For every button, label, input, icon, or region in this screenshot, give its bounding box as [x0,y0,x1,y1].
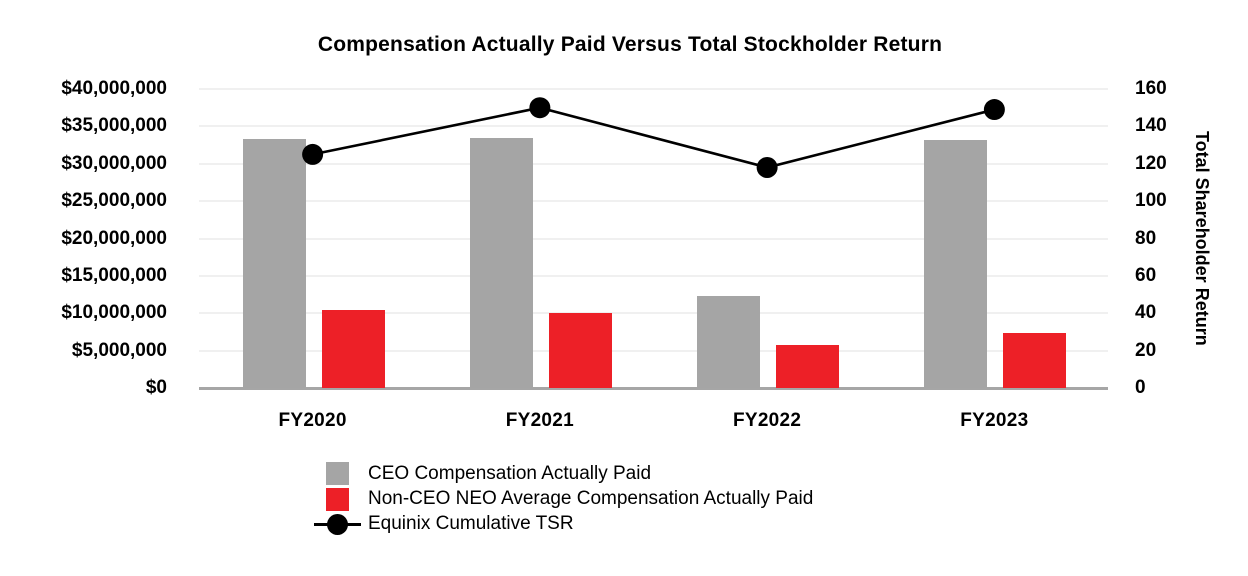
bar-ceo-cap [242,139,306,388]
left-axis-tick-label: $20,000,000 [61,227,167,249]
legend-row: Non-CEO NEO Average Compensation Actuall… [306,486,813,511]
tsr-line [312,106,995,169]
gridline [199,88,1108,90]
left-axis-tick-label: $40,000,000 [61,78,167,99]
left-axis-tick-label: $35,000,000 [61,115,167,137]
right-axis-tick-label: 60 [1135,264,1157,286]
gridline [199,312,1108,315]
left-axis-tick-label: $10,000,000 [61,302,167,324]
legend-row: Equinix Cumulative TSR [306,512,813,537]
right-axis-tick-label: 40 [1135,302,1157,324]
bar-ceo-cap [469,137,533,388]
right-axis-tick-label: 160 [1135,78,1167,99]
right-axis-tick-label: 20 [1135,339,1157,361]
bar-neo-cap [776,345,840,388]
left-axis-tick-label: $5,000,000 [71,339,167,361]
bar-ceo-cap [697,296,761,388]
right-axis-tick-label: 100 [1135,190,1167,212]
left-axis-tick-label: $0 [145,377,167,398]
legend-series-label: CEO Compensation Actually Paid [368,462,652,484]
legend-swatch-marker [306,462,368,486]
right-axis-tick-label: 0 [1135,377,1146,398]
bar-neo-cap [548,312,612,388]
tsr-data-point [529,97,551,119]
legend-line-marker [306,513,368,535]
x-axis-category-label: FY2022 [732,410,802,431]
legend-color-swatch [325,462,349,486]
legend-row: CEO Compensation Actually Paid [306,461,813,486]
x-axis-category-label: FY2020 [278,410,347,431]
legend-color-swatch [325,487,349,511]
right-axis-title: Total Shareholder Return [1192,131,1212,346]
bar-neo-cap [321,310,385,388]
right-axis-tick-label: 120 [1135,152,1167,174]
gridline [199,274,1108,277]
x-axis-category-label: FY2021 [505,410,575,431]
legend-series-label: Equinix Cumulative TSR [368,513,574,535]
tsr-legend-marker [313,513,361,535]
left-axis-tick-label: $30,000,000 [61,152,167,174]
gridline [199,237,1108,240]
tsr-legend-dot [326,513,348,535]
gridline [199,125,1108,128]
legend-swatch-marker [306,487,368,511]
legend: CEO Compensation Actually Paid Non-CEO NE… [306,461,813,537]
bar-neo-cap [1003,332,1067,388]
gridline [199,349,1108,352]
left-axis-tick-label: $15,000,000 [61,264,167,286]
tsr-data-point [983,99,1005,121]
legend-series-label: Non-CEO NEO Average Compensation Actuall… [368,488,814,510]
bar-ceo-cap [924,139,988,388]
gridline [199,200,1108,203]
chart-title: Compensation Actually Paid Versus Total … [317,33,943,56]
right-axis-tick-label: 80 [1135,227,1157,249]
tsr-data-point [756,156,778,178]
x-axis-line [199,387,1108,390]
x-axis-category-label: FY2023 [960,410,1029,431]
left-axis-tick-label: $25,000,000 [61,190,167,212]
right-axis-tick-label: 140 [1135,115,1167,137]
